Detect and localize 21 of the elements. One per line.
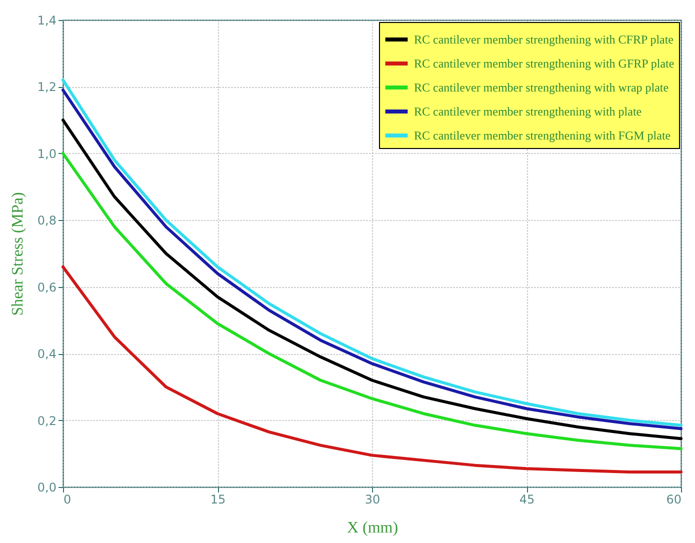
x-tick-label: 0 xyxy=(64,492,72,506)
y-tick-label: 0,0 xyxy=(37,480,56,494)
y-tick-label: 0,4 xyxy=(37,347,56,362)
legend-label: RC cantilever member strengthening with FGM plate xyxy=(414,128,671,142)
x-tick-label: 45 xyxy=(519,492,535,506)
y-tick-label: 1,2 xyxy=(37,80,56,94)
legend-label: RC cantilever member strengthening with wrap plate xyxy=(414,80,669,94)
y-tick-label: 1,4 xyxy=(37,14,56,28)
x-tick-label: 60 xyxy=(666,492,682,506)
line-series xyxy=(62,265,682,474)
y-tick-label: 1,0 xyxy=(37,146,56,161)
x-tick-label: 30 xyxy=(364,492,380,506)
y-axis-title: Shear Stress (MPa) xyxy=(9,192,26,316)
y-tick-label: 0,2 xyxy=(37,414,56,428)
y-tick-label: 0,8 xyxy=(37,214,56,228)
x-axis-title: X (mm) xyxy=(346,520,398,536)
legend-label: RC cantilever member strengthening with plate xyxy=(414,104,642,118)
legend-label: RC cantilever member strengthening with CFRP plate xyxy=(414,32,674,46)
y-tick-label: 0,6 xyxy=(37,280,56,294)
legend-label: RC cantilever member strengthening with GFRP plate xyxy=(414,56,674,70)
x-tick-label: 15 xyxy=(210,492,226,506)
